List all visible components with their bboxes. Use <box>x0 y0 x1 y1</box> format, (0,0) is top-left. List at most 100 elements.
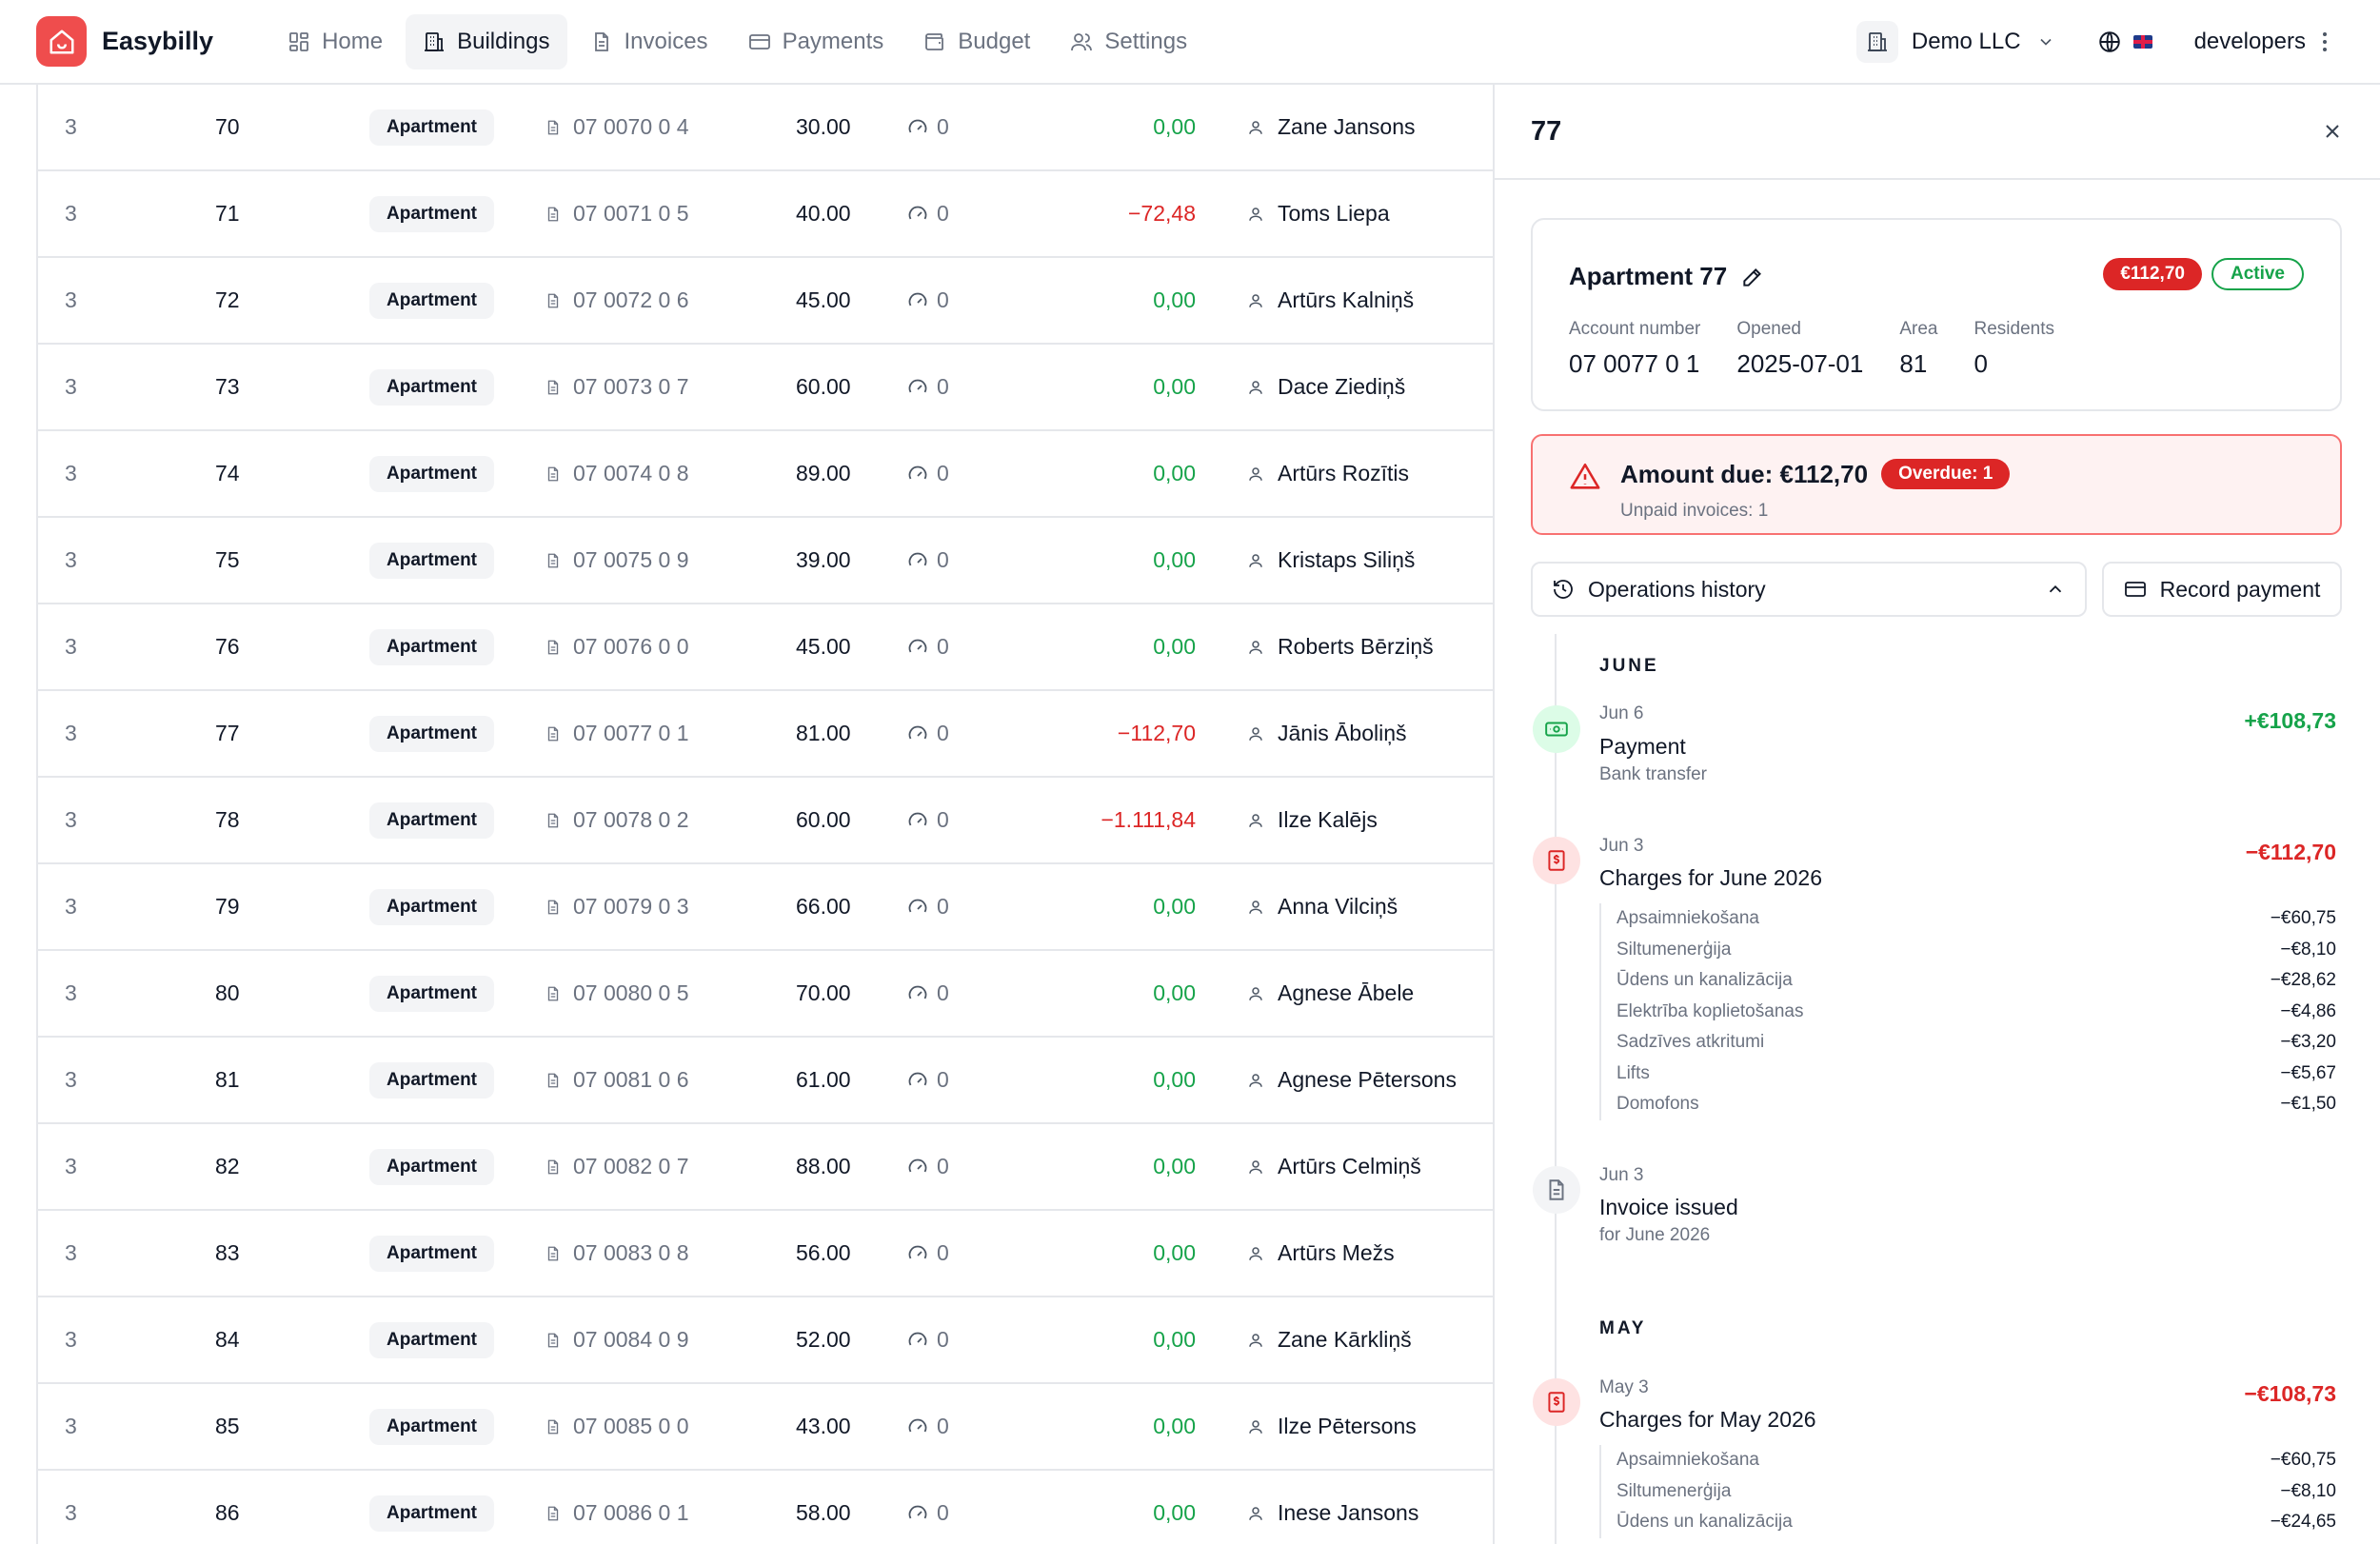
cell-type: Apartment <box>369 1211 495 1296</box>
field-value: 0 <box>1973 349 1988 378</box>
table-row[interactable]: 3 83 Apartment 07 0083 0 8 56.00 0 0,00 Artūrs … <box>38 1211 1493 1297</box>
dollar-receipt-icon <box>1533 837 1580 884</box>
type-pill: Apartment <box>369 368 495 406</box>
cell-floor: 3 <box>65 461 77 485</box>
table-row[interactable]: 3 82 Apartment 07 0082 0 7 88.00 0 0,00 Artūrs … <box>38 1124 1493 1211</box>
cell-type: Apartment <box>369 171 495 256</box>
field-area: Area 81 <box>1899 319 1937 379</box>
cell-account: 07 0078 0 2 <box>545 778 689 862</box>
resident-name: Zane Kārkliņš <box>1278 1327 1412 1352</box>
close-icon[interactable] <box>2321 120 2344 143</box>
meter-count: 0 <box>937 1067 949 1092</box>
cell-area: 88.00 <box>796 1154 851 1178</box>
charge-name: Domofons <box>1616 1094 1699 1115</box>
table-row[interactable]: 3 80 Apartment 07 0080 0 5 70.00 0 0,00 Agnese … <box>38 951 1493 1038</box>
cell-balance: 0,00 <box>1153 894 1196 919</box>
charge-name: Elektrība koplietošanas <box>1616 1000 1804 1021</box>
table-row[interactable]: 3 75 Apartment 07 0075 0 9 39.00 0 0,00 Kristap… <box>38 518 1493 604</box>
globe-icon <box>2098 31 2120 52</box>
chevron-down-icon <box>2039 38 2052 46</box>
cell-floor: 3 <box>65 547 77 572</box>
cell-area: 89.00 <box>796 461 851 485</box>
cell-resident: Toms Liepa <box>1247 171 1390 256</box>
cell-account: 07 0072 0 6 <box>545 258 689 343</box>
nav-home[interactable]: Home <box>270 14 400 69</box>
user-menu[interactable]: developers <box>2194 29 2327 55</box>
month-header: JUNE <box>1599 656 1659 676</box>
cell-area: 70.00 <box>796 980 851 1005</box>
table-row[interactable]: 3 71 Apartment 07 0071 0 5 40.00 0 −72,48 Toms … <box>38 171 1493 258</box>
event-amount: −€108,73 <box>2244 1381 2336 1406</box>
table-row[interactable]: 3 77 Apartment 07 0077 0 1 81.00 0 −112,70 Jāni… <box>38 691 1493 778</box>
type-pill: Apartment <box>369 888 495 925</box>
table-row[interactable]: 3 73 Apartment 07 0073 0 7 60.00 0 0,00 Dace Zi… <box>38 345 1493 431</box>
cell-area: 66.00 <box>796 894 851 919</box>
org-switcher[interactable]: Demo LLC <box>1855 21 2055 63</box>
table-row[interactable]: 3 70 Apartment 07 0070 0 4 30.00 0 0,00 Zane Ja… <box>38 85 1493 171</box>
table-row[interactable]: 3 84 Apartment 07 0084 0 9 52.00 0 0,00 Zane Kā… <box>38 1297 1493 1384</box>
user-icon <box>1249 1506 1262 1520</box>
operations-history-label: Operations history <box>1588 576 1766 602</box>
table-row[interactable]: 3 81 Apartment 07 0081 0 6 61.00 0 0,00 Agnese … <box>38 1038 1493 1124</box>
table-row[interactable]: 3 79 Apartment 07 0079 0 3 66.00 0 0,00 Anna Vi… <box>38 864 1493 951</box>
cell-floor: 3 <box>65 1327 77 1352</box>
table-row[interactable]: 3 76 Apartment 07 0076 0 0 45.00 0 0,00 Roberts… <box>38 604 1493 691</box>
cell-resident: Agnese Ābele <box>1247 951 1414 1036</box>
resident-name: Ilze Pētersons <box>1278 1414 1417 1438</box>
cell-type: Apartment <box>369 951 495 1036</box>
panel-header: 77 <box>1495 85 2380 180</box>
type-pill: Apartment <box>369 1148 495 1185</box>
charge-amount: −€4,86 <box>2280 1000 2336 1021</box>
table-row[interactable]: 3 86 Apartment 07 0086 0 1 58.00 0 0,00 Inese J… <box>38 1471 1493 1544</box>
pencil-icon[interactable] <box>1740 265 1765 289</box>
nav-invoices[interactable]: Invoices <box>573 14 725 69</box>
unpaid-invoices-text: Unpaid invoices: 1 <box>1620 501 1769 521</box>
cell-number: 75 <box>215 547 240 572</box>
charge-name: Siltumenerģija <box>1616 939 1732 960</box>
cell-meters: 0 <box>906 171 949 256</box>
field-label: Account number <box>1569 319 1701 339</box>
record-payment-button[interactable]: Record payment <box>2102 562 2342 617</box>
resident-name: Ilze Kalējs <box>1278 807 1378 832</box>
table-row[interactable]: 3 85 Apartment 07 0085 0 0 43.00 0 0,00 Ilze Pē… <box>38 1384 1493 1471</box>
cell-type: Apartment <box>369 1297 495 1382</box>
cell-floor: 3 <box>65 1067 77 1092</box>
cell-resident: Anna Vilciņš <box>1247 864 1398 949</box>
cell-resident: Kristaps Siliņš <box>1247 518 1415 603</box>
resident-name: Agnese Ābele <box>1278 980 1415 1005</box>
gauge-icon <box>908 552 927 565</box>
table-row[interactable]: 3 72 Apartment 07 0072 0 6 45.00 0 0,00 Artūrs … <box>38 258 1493 345</box>
gauge-icon <box>908 119 927 132</box>
more-vertical-icon[interactable] <box>2323 32 2327 51</box>
account-number: 07 0081 0 6 <box>573 1067 689 1092</box>
cell-balance: −112,70 <box>1117 721 1196 745</box>
cell-type: Apartment <box>369 518 495 603</box>
cell-balance: 0,00 <box>1153 547 1196 572</box>
table-row[interactable]: 3 74 Apartment 07 0074 0 8 89.00 0 0,00 Artūrs … <box>38 431 1493 518</box>
meter-count: 0 <box>937 287 949 312</box>
nav-budget[interactable]: Budget <box>906 14 1047 69</box>
charge-line: Siltumenerģija −€8,10 <box>1601 935 2336 966</box>
user-icon <box>1249 726 1262 741</box>
org-name: Demo LLC <box>1911 29 2021 54</box>
operations-history-toggle[interactable]: Operations history <box>1531 562 2087 617</box>
document-icon <box>547 380 559 394</box>
cell-resident: Artūrs Rozītis <box>1247 431 1409 516</box>
table-row[interactable]: 3 78 Apartment 07 0078 0 2 60.00 0 −1.111,84 Il… <box>38 778 1493 864</box>
charge-amount: −€8,10 <box>2280 1480 2336 1501</box>
cell-resident: Artūrs Kalniņš <box>1247 258 1414 343</box>
cell-number: 71 <box>215 201 240 226</box>
cell-type: Apartment <box>369 864 495 949</box>
nav-settings[interactable]: Settings <box>1053 14 1204 69</box>
cell-resident: Roberts Bērziņš <box>1247 604 1434 689</box>
nav-buildings[interactable]: Buildings <box>406 13 567 69</box>
account-number: 07 0079 0 3 <box>573 894 689 919</box>
language-switcher[interactable] <box>2097 30 2152 54</box>
app-logo-icon <box>36 16 87 67</box>
brand[interactable]: Easybilly <box>36 16 213 67</box>
cell-number: 76 <box>215 634 240 659</box>
document-icon <box>594 31 608 51</box>
gauge-icon <box>908 1072 927 1085</box>
nav-payments[interactable]: Payments <box>731 14 902 69</box>
charge-line: Domofons −€1,50 <box>1601 1089 2336 1120</box>
